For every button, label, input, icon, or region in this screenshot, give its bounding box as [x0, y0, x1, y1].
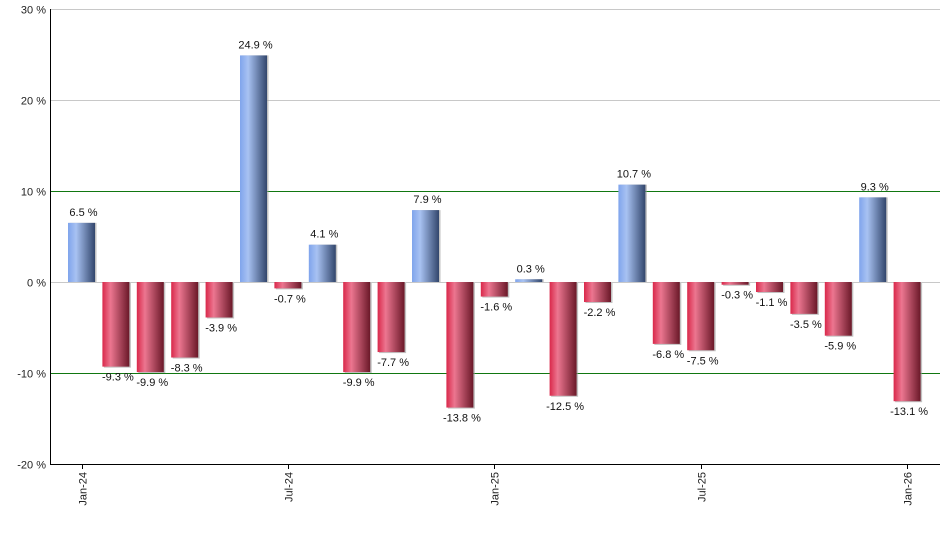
- bars: [68, 55, 923, 409]
- y-tick-label: 30 %: [21, 5, 46, 17]
- data-label: -9.9 %: [343, 377, 375, 389]
- bar-Nov-25: [824, 282, 852, 336]
- y-tick-label: -20 %: [17, 460, 46, 472]
- bar-Sep-25: [756, 282, 783, 293]
- x-tick-label: Jan-26: [903, 472, 915, 506]
- data-label: -3.5 %: [790, 319, 822, 331]
- bar-Sep-24: [343, 282, 371, 373]
- data-label: -13.8 %: [443, 413, 481, 425]
- x-tick-label: Jan-25: [490, 472, 502, 506]
- data-label: -12.5 %: [546, 401, 584, 413]
- bar-Dec-25: [859, 197, 887, 282]
- bar-Oct-24: [377, 282, 405, 353]
- data-label: 0.3 %: [517, 263, 545, 275]
- bar-Jan-26: [893, 282, 921, 402]
- bar-Feb-24: [102, 282, 130, 367]
- data-label: -1.6 %: [480, 302, 512, 314]
- data-label: -5.9 %: [824, 341, 856, 353]
- bar-Feb-25: [515, 279, 543, 282]
- data-label: -2.2 %: [584, 307, 616, 319]
- data-label: 6.5 %: [69, 207, 97, 219]
- bar-Jul-25: [687, 282, 715, 351]
- x-tick-label: Jan-24: [78, 472, 90, 506]
- data-label: 7.9 %: [413, 194, 441, 206]
- data-label: 24.9 %: [238, 39, 272, 51]
- y-tick-label: 0 %: [27, 278, 46, 290]
- axes: 30 % 20 % 10 % 0 % -10 % -20 % Jan-24 Jul-24 Jan…: [17, 5, 940, 506]
- bar-Oct-25: [790, 282, 818, 314]
- data-label: -7.7 %: [377, 357, 409, 369]
- data-label: -0.7 %: [274, 293, 306, 305]
- data-label: 10.7 %: [617, 169, 651, 181]
- y-tick-label: -10 %: [17, 369, 46, 381]
- y-tick-label: 10 %: [21, 187, 46, 199]
- data-label: -3.9 %: [205, 322, 237, 334]
- data-label: -13.1 %: [890, 406, 928, 418]
- bar-Apr-24: [171, 282, 199, 358]
- data-labels: 6.5 %-9.3 % -9.9 %-8.3 %-3.9 %24.9 %-0.7 …: [69, 39, 928, 424]
- x-tick-label: Jul-24: [284, 472, 296, 502]
- data-label: 4.1 %: [310, 229, 338, 241]
- data-label: -9.3 %: [102, 372, 134, 384]
- bar-Mar-25: [549, 282, 577, 396]
- bar-Jun-24: [240, 55, 267, 282]
- x-tick-label: Jul-25: [697, 472, 709, 502]
- bar-Jun-25: [652, 282, 680, 344]
- data-label: -7.5 %: [687, 355, 719, 367]
- bar-May-25: [618, 184, 646, 282]
- bar-May-24: [205, 282, 233, 318]
- data-label: -0.3 %: [721, 290, 753, 302]
- data-label: -9.9 %: [136, 377, 168, 389]
- data-label: -1.1 %: [756, 297, 788, 309]
- bar-Aug-25: [721, 282, 749, 285]
- bar-Apr-25: [584, 282, 611, 303]
- y-tick-label: 20 %: [21, 96, 46, 108]
- bar-Dec-24: [446, 282, 474, 408]
- bar-Jan-25: [480, 282, 508, 297]
- data-label: 9.3 %: [861, 181, 889, 193]
- bar-Jan-24: [68, 222, 95, 282]
- data-label: -6.8 %: [652, 349, 684, 361]
- bar-Jul-24: [274, 282, 302, 289]
- bar-Mar-24: [136, 282, 164, 373]
- bar-Aug-24: [308, 244, 336, 282]
- bar-Nov-24: [412, 210, 439, 282]
- data-label: -8.3 %: [171, 363, 203, 375]
